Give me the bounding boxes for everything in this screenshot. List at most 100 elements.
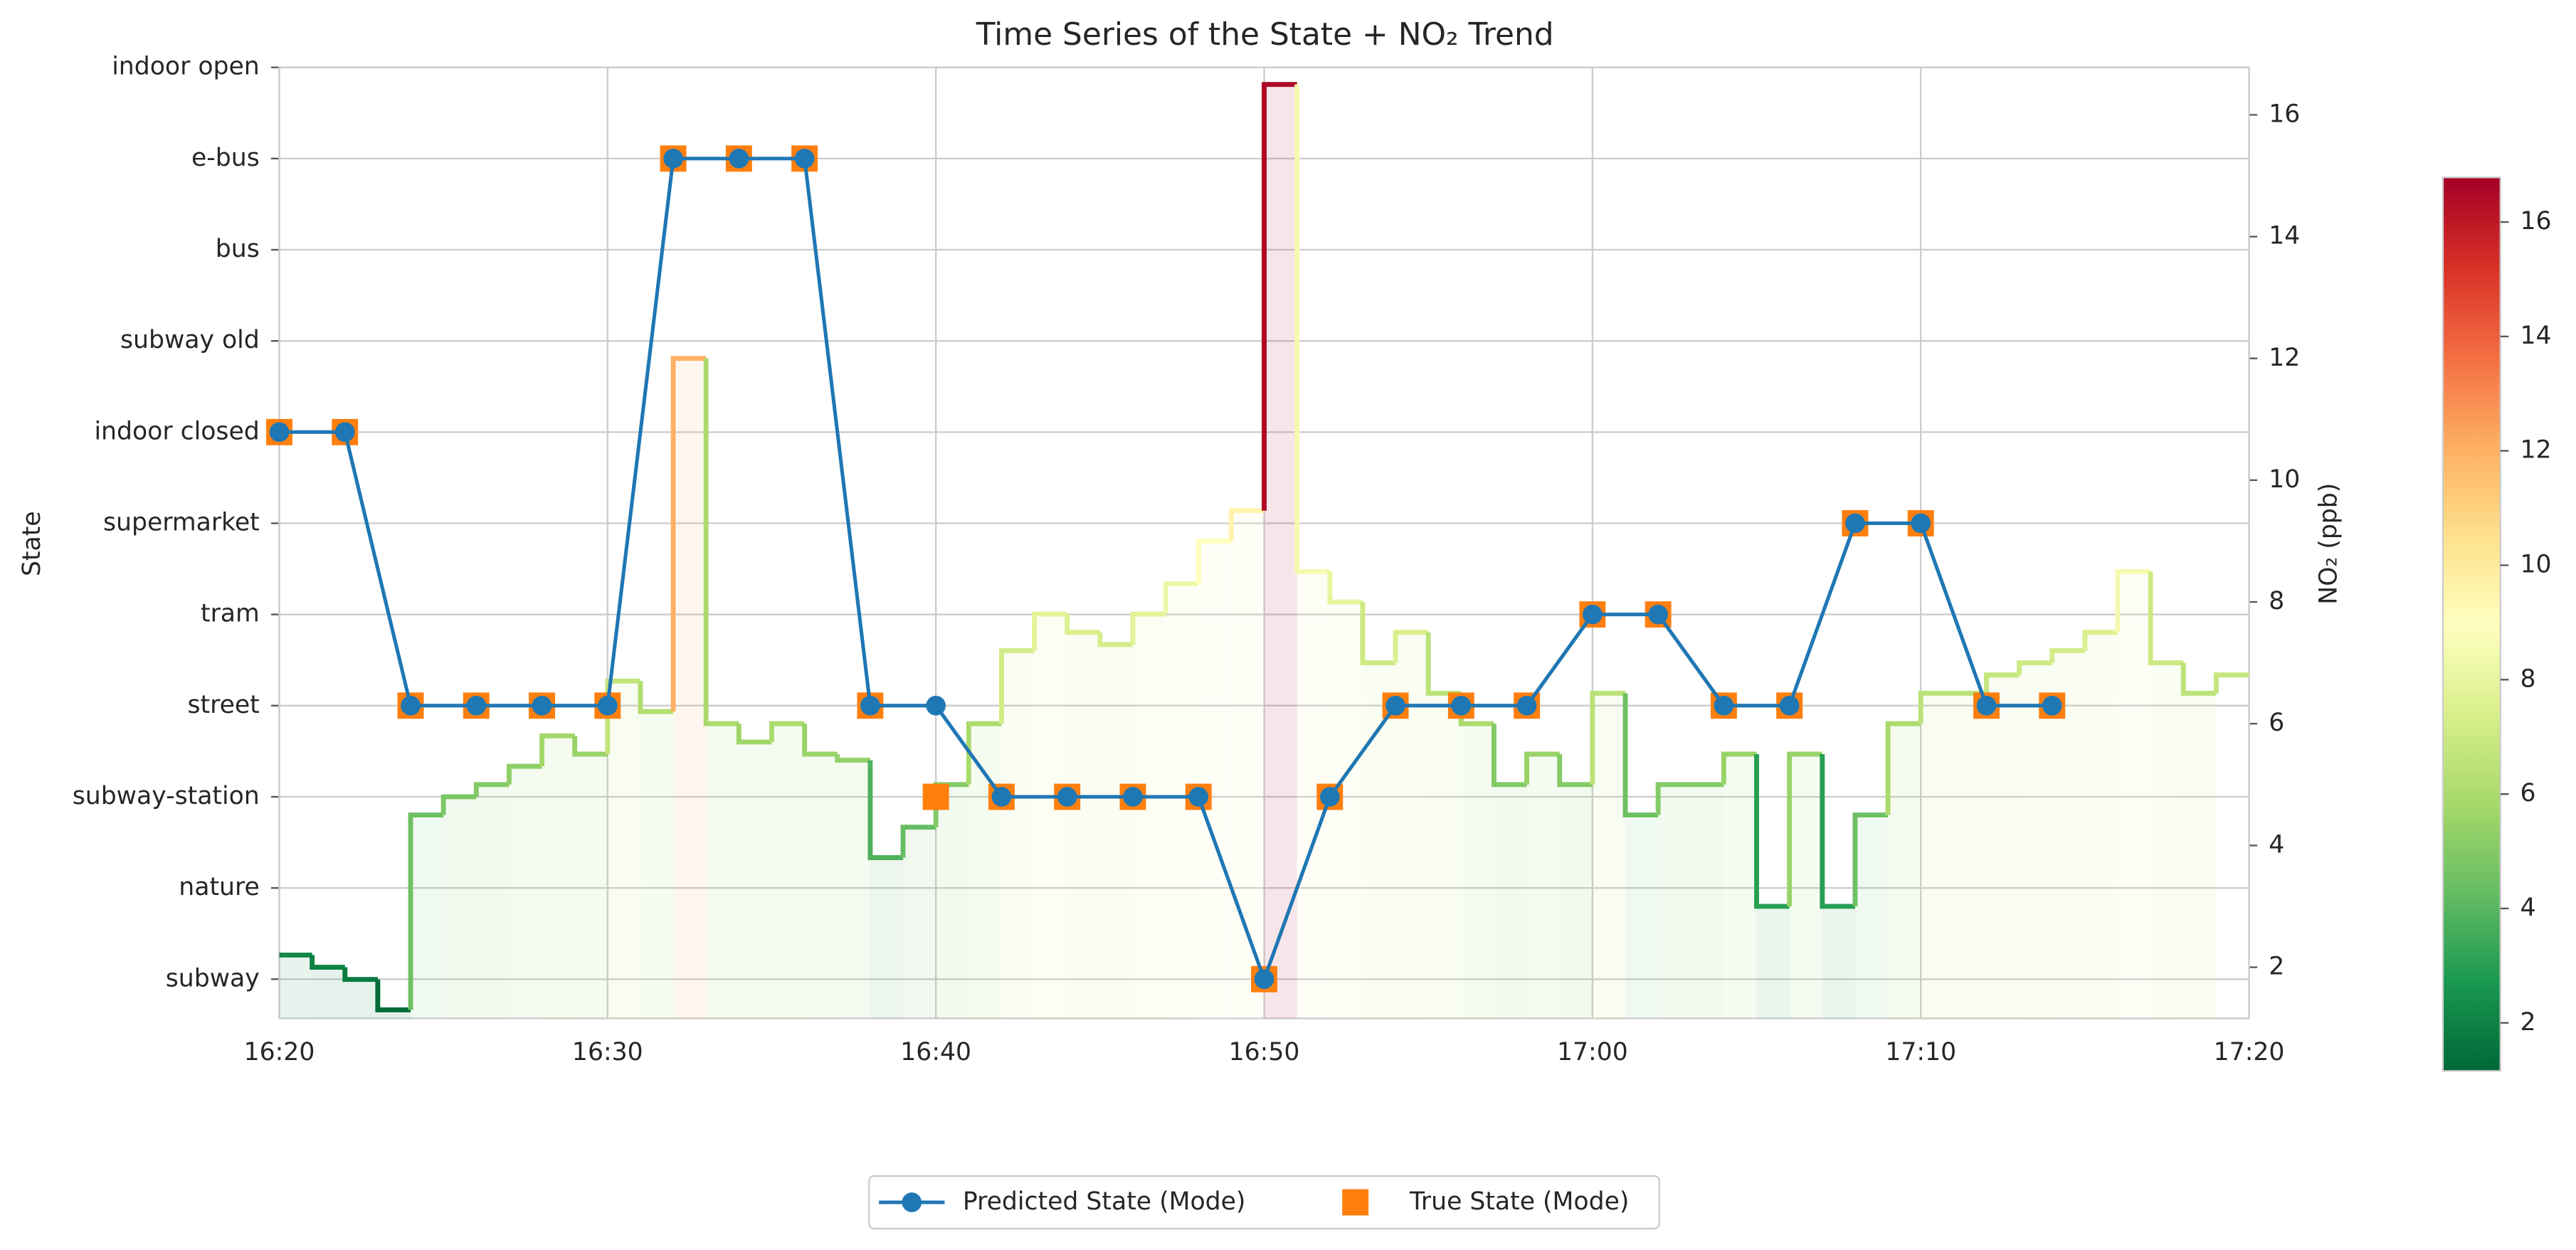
no2-area <box>1789 754 1822 1019</box>
no2-segment <box>966 721 1002 785</box>
x-tick-label: 17:10 <box>1885 1038 1956 1066</box>
no2-area <box>870 857 904 1019</box>
no2-area <box>2150 662 2184 1019</box>
no2-segment <box>2115 568 2151 632</box>
predicted-state-marker <box>1976 695 1997 716</box>
colorbar-tick-label: 12 <box>2520 436 2552 465</box>
no2-segment <box>900 825 936 858</box>
no2-area <box>279 955 312 1019</box>
no2-area <box>509 766 542 1019</box>
no2-segment <box>2082 630 2118 651</box>
predicted-state-marker <box>1057 787 1077 807</box>
no2-segment <box>2213 672 2249 694</box>
no2-segment <box>1787 751 1822 906</box>
predicted-state-marker <box>663 149 683 169</box>
no2-area <box>1921 693 1954 1019</box>
legend-label: True State (Mode) <box>1409 1187 1630 1216</box>
no2-segment <box>375 979 411 1012</box>
y-tick-label: bus <box>216 235 260 263</box>
x-tick-label: 16:50 <box>1229 1038 1300 1066</box>
no2-segment <box>572 736 608 757</box>
no2-area <box>1526 754 1560 1019</box>
no2-segment <box>703 358 739 726</box>
predicted-state-marker <box>1451 695 1472 716</box>
no2-segment <box>1590 690 1626 785</box>
colorbar-tick-label: 16 <box>2520 207 2552 235</box>
no2-area <box>2118 571 2151 1019</box>
colorbar-tick-label: 2 <box>2520 1008 2536 1037</box>
predicted-state-marker <box>269 422 290 443</box>
y-tick-label: street <box>187 691 259 719</box>
no2-segment <box>1885 721 1921 815</box>
no2-segment <box>1097 632 1133 647</box>
y2-tick-label: 8 <box>2269 587 2284 615</box>
no2-area <box>903 827 936 1019</box>
y-tick-label: subway <box>166 964 260 992</box>
colorbar-tick-label: 6 <box>2520 779 2536 807</box>
no2-area <box>1756 906 1790 1019</box>
no2-area <box>411 815 444 1019</box>
predicted-state-marker <box>2042 695 2062 716</box>
y2-tick-label: 6 <box>2269 709 2284 737</box>
no2-area <box>1986 674 2020 1019</box>
predicted-state-marker <box>1516 695 1537 716</box>
no2-segment <box>638 681 674 714</box>
y-tick-label: tram <box>201 600 260 628</box>
no2-area <box>1953 693 1987 1019</box>
colorbar-tick-label: 10 <box>2520 551 2552 579</box>
no2-area <box>1067 632 1100 1019</box>
y2-tick-label: 16 <box>2269 100 2300 128</box>
y-tick-label: subway-station <box>73 782 260 810</box>
no2-segment <box>310 955 345 970</box>
no2-area <box>640 711 674 1019</box>
legend-marker <box>902 1192 922 1212</box>
no2-area <box>936 784 969 1019</box>
y-tick-label: supermarket <box>103 509 260 537</box>
no2-area <box>968 724 1002 1019</box>
no2-area <box>771 724 805 1019</box>
no2-segment <box>1852 812 1889 906</box>
legend-label: Predicted State (Mode) <box>963 1187 1246 1216</box>
y2-tick-label: 12 <box>2269 344 2300 372</box>
no2-segment <box>2148 571 2184 666</box>
y-tick-label: subway old <box>120 326 260 354</box>
y2-axis-label: NO₂ (ppb) <box>2315 483 2343 605</box>
no2-area <box>377 1010 411 1019</box>
no2-fill <box>279 84 2217 1019</box>
no2-area <box>1854 815 1889 1019</box>
y-tick-label: nature <box>179 873 259 901</box>
no2-area <box>1691 784 1724 1019</box>
no2-segment <box>1918 690 1954 724</box>
predicted-state-marker <box>991 787 1012 807</box>
no2-area <box>706 724 739 1019</box>
no2-area <box>1329 602 1363 1019</box>
no2-area <box>1592 693 1626 1019</box>
predicted-state-marker <box>401 695 421 716</box>
no2-area <box>1461 724 1494 1019</box>
no2-segment <box>867 760 904 860</box>
predicted-state-marker <box>794 149 815 169</box>
no2-segment <box>440 794 477 815</box>
predicted-state-marker <box>1583 604 1603 625</box>
no2-area <box>1625 815 1659 1019</box>
x-tick-label: 16:30 <box>572 1038 643 1066</box>
y2-tick-label: 10 <box>2269 465 2300 494</box>
predicted-state-line <box>279 157 2052 985</box>
no2-segment <box>736 724 772 745</box>
y-tick-label: indoor open <box>112 53 260 81</box>
predicted-state-marker <box>1254 969 1274 990</box>
no2-area <box>1099 644 1133 1019</box>
predicted-state-marker <box>1845 513 1865 534</box>
predicted-state-marker <box>1385 695 1405 716</box>
predicted-state-marker <box>926 695 946 716</box>
no2-segment <box>1820 754 1855 909</box>
y2-tick-label: 14 <box>2269 222 2300 250</box>
y-tick-label: e-bus <box>191 144 260 172</box>
x-tick-label: 17:00 <box>1557 1038 1628 1066</box>
no2-area <box>1198 541 1232 1019</box>
no2-segment <box>1754 754 1790 909</box>
no2-area <box>1658 784 1691 1019</box>
no2-area <box>804 754 838 1019</box>
predicted-state-marker <box>729 149 749 169</box>
